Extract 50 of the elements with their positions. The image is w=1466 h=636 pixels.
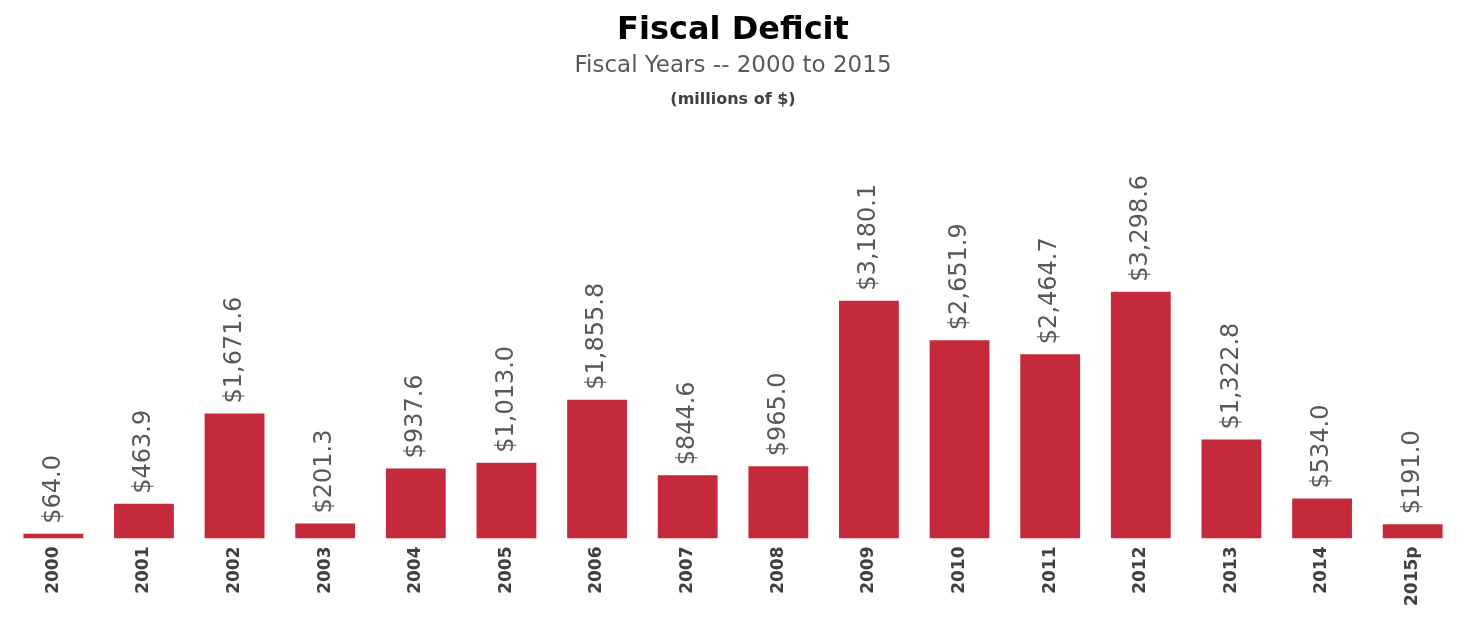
data-label: $965.0: [762, 372, 791, 457]
x-tick-label: 2015p: [1401, 546, 1422, 606]
bar: [929, 340, 990, 539]
bar: [1201, 439, 1262, 539]
x-tick-label: 2011: [1038, 546, 1059, 594]
bar: [567, 399, 627, 539]
data-label: $64.0: [37, 455, 66, 524]
x-tick-label: 2014: [1310, 546, 1331, 594]
x-tick-label: 2002: [222, 546, 243, 594]
bar: [476, 462, 537, 539]
data-label: $2,651.9: [943, 223, 972, 331]
text: (millions of $): [669, 88, 797, 110]
bar: [385, 468, 446, 539]
bar: [204, 413, 265, 539]
x-tick-label: 2007: [676, 546, 697, 594]
bar: [114, 503, 174, 539]
bar: [1382, 524, 1443, 539]
data-label: $201.3: [309, 429, 338, 514]
data-label: $1,013.0: [490, 345, 519, 453]
data-label: $937.6: [400, 374, 429, 459]
bar: [1020, 354, 1081, 539]
x-tick-label: 2013: [1219, 546, 1240, 594]
x-tick-label: 2004: [404, 546, 425, 594]
chart-title: Fiscal Deficit: [616, 8, 850, 48]
x-tick-label: 2003: [313, 546, 334, 594]
data-label: $534.0: [1306, 404, 1335, 489]
bar: [748, 466, 809, 539]
data-label: $463.9: [128, 409, 157, 494]
data-label: $3,180.1: [853, 183, 882, 291]
bar: [839, 300, 899, 539]
data-label: $1,855.8: [581, 282, 610, 390]
data-label: $1,322.8: [1215, 322, 1244, 430]
x-tick-label: 2009: [857, 546, 878, 594]
x-tick-label: 2008: [766, 546, 787, 594]
x-tick-label: 2006: [585, 546, 606, 594]
x-tick-label: 2001: [132, 546, 153, 594]
data-label: $2,464.7: [1034, 237, 1063, 345]
bar: [295, 523, 356, 539]
x-tick-label: 2012: [1129, 546, 1150, 594]
bar: [657, 475, 718, 539]
data-label: $191.0: [1396, 430, 1425, 515]
bar: [1110, 291, 1171, 539]
bar: [1292, 498, 1352, 539]
x-tick-label: 2010: [947, 546, 968, 594]
chart-subtitle: Fiscal Years -- 2000 to 2015: [573, 50, 893, 79]
data-label: $844.6: [671, 381, 700, 466]
data-label: $1,671.6: [218, 296, 247, 404]
data-label: $3,298.6: [1125, 174, 1154, 282]
x-tick-label: 2005: [494, 546, 515, 594]
x-tick-label: 2000: [41, 546, 62, 594]
